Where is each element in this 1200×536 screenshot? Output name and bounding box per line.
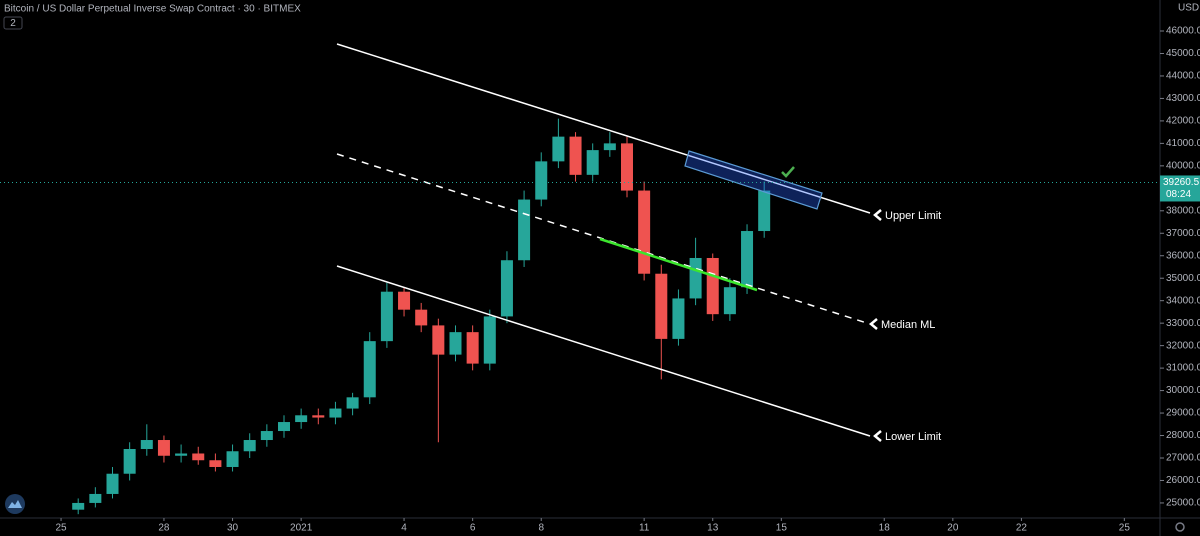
upper-line (336, 43, 871, 214)
logo[interactable] (5, 494, 25, 514)
candle-body (363, 341, 376, 398)
indicator-count: 2 (10, 18, 16, 29)
candle-body (192, 453, 205, 461)
arrow (873, 430, 882, 442)
x-tick-label: 20 (947, 523, 959, 534)
candle-body (415, 309, 428, 326)
countdown-label: 08:24 (1166, 189, 1191, 200)
candle-body (466, 332, 479, 364)
x-tick-label: 2021 (290, 523, 313, 534)
candle-body (758, 190, 771, 232)
x-tick-label: 25 (1119, 523, 1131, 534)
candle-body (123, 449, 136, 474)
x-tick-label: 22 (1016, 523, 1028, 534)
candle-body (603, 143, 616, 151)
y-tick-label: 44000.0 (1166, 71, 1200, 82)
y-tick-label: 46000.0 (1166, 26, 1200, 37)
candle-body (243, 440, 256, 452)
annotation: Upper Limit (885, 210, 941, 222)
candle-body (552, 136, 565, 162)
x-tick-label: 18 (879, 523, 891, 534)
candle-body (226, 451, 239, 467)
y-tick-label: 33000.0 (1166, 318, 1200, 329)
logo-icon (8, 500, 22, 508)
indicator-toggle[interactable] (3, 16, 23, 30)
candle-body (277, 422, 290, 432)
green-segment (599, 237, 758, 292)
candle-body (449, 332, 462, 355)
candle-body (741, 231, 754, 288)
candle-body (483, 316, 496, 364)
candle-body (140, 440, 153, 450)
y-tick-label: 35000.0 (1166, 273, 1200, 284)
candle-body (260, 431, 273, 441)
x-tick-label: 8 (538, 523, 544, 534)
candle-body (620, 143, 633, 191)
x-tick-label: 6 (470, 523, 476, 534)
x-tick-label: 4 (401, 523, 407, 534)
y-tick-label: 42000.0 (1166, 116, 1200, 127)
candle-body (312, 415, 325, 418)
x-tick-label: 25 (55, 523, 67, 534)
breakout-box (684, 150, 823, 210)
y-tick-label: 27000.0 (1166, 453, 1200, 464)
lower-line (336, 265, 871, 437)
y-tick-label: 25000.0 (1166, 498, 1200, 509)
candle-body (638, 190, 651, 274)
candle-body (346, 397, 359, 409)
candle-body (655, 273, 668, 339)
y-tick-label: 31000.0 (1166, 363, 1200, 374)
y-tick-label: 36000.0 (1166, 250, 1200, 261)
last-price-box (1160, 175, 1200, 202)
y-tick-label: 38000.0 (1166, 205, 1200, 216)
y-tick-label: 37000.0 (1166, 228, 1200, 239)
candle-body (518, 199, 531, 261)
annotation: Lower Limit (885, 431, 941, 443)
arrow (869, 318, 878, 330)
candle-body (157, 440, 170, 456)
y-tick-label: 41000.0 (1166, 138, 1200, 149)
candle-body (586, 150, 599, 175)
candle-body (380, 291, 393, 342)
check-mark (781, 166, 795, 178)
candle-body (72, 502, 85, 510)
candle-body (500, 260, 513, 317)
y-tick-label: 29000.0 (1166, 408, 1200, 419)
candle-body (432, 325, 445, 355)
settings[interactable] (1175, 522, 1185, 532)
candle-body (569, 136, 582, 175)
chart-title: Bitcoin / US Dollar Perpetual Inverse Sw… (4, 4, 301, 15)
x-tick-label: 30 (227, 523, 239, 534)
x-tick-label: 28 (158, 523, 170, 534)
y-tick-label: 26000.0 (1166, 475, 1200, 486)
y-tick-label: 43000.0 (1166, 93, 1200, 104)
last-price-label: 39260.5 (1163, 177, 1200, 188)
candle-body (295, 415, 308, 423)
annotation: Median ML (881, 319, 935, 331)
candle-body (398, 291, 411, 310)
candle-body (723, 287, 736, 315)
candle-body (209, 460, 222, 467)
arrow (873, 209, 882, 221)
candle-body (106, 473, 119, 494)
candle-body (672, 298, 685, 339)
y-tick-label: 34000.0 (1166, 295, 1200, 306)
y-tick-label: 30000.0 (1166, 385, 1200, 396)
candle-body (175, 453, 188, 456)
x-tick-label: 11 (639, 523, 650, 534)
y-tick-label: 32000.0 (1166, 340, 1200, 351)
x-tick-label: 13 (707, 523, 719, 534)
x-tick-label: 15 (776, 523, 788, 534)
candle-body (535, 161, 548, 200)
y-tick-label: 28000.0 (1166, 430, 1200, 441)
candle-body (329, 408, 342, 418)
candle-body (689, 257, 702, 299)
candle-body (706, 257, 719, 315)
y-tick-label: 45000.0 (1166, 48, 1200, 59)
currency: USD (1178, 3, 1199, 14)
y-tick-label: 40000.0 (1166, 160, 1200, 171)
candle-body (89, 493, 102, 503)
